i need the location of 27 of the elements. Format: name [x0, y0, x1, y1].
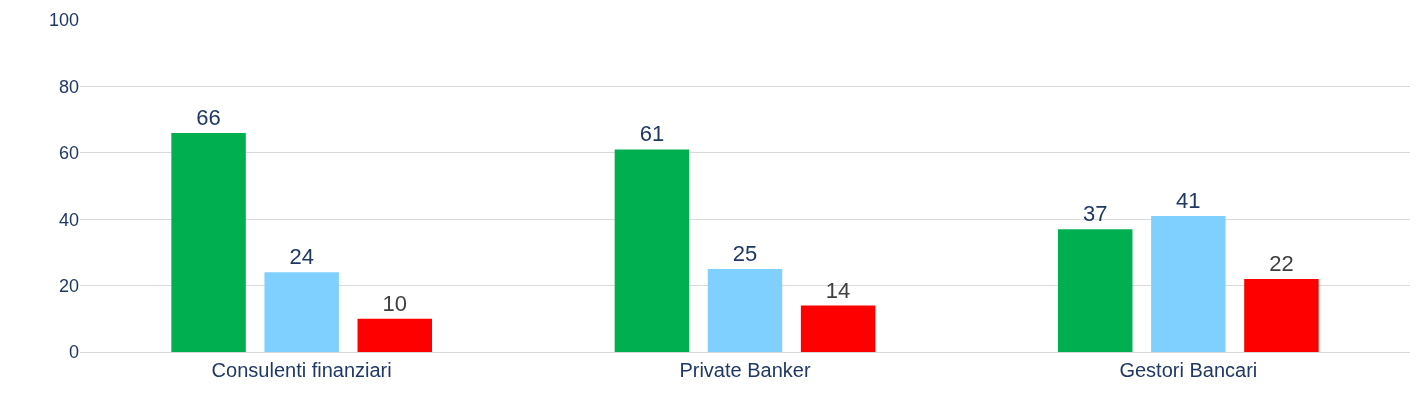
data-label: 22 — [1269, 250, 1294, 276]
y-tick-label: 0 — [68, 342, 79, 363]
x-tick-label: Consulenti finanziari — [211, 359, 392, 381]
bar — [1057, 229, 1133, 352]
bar — [1244, 278, 1319, 352]
data-label: 25 — [732, 241, 758, 266]
bar — [614, 149, 690, 352]
data-label: 14 — [825, 277, 851, 303]
y-tick-label: 40 — [58, 209, 79, 230]
x-tick-label: Private Banker — [679, 359, 811, 381]
y-tick-label: 100 — [48, 10, 79, 31]
bar — [1151, 215, 1226, 352]
data-label: 10 — [382, 290, 408, 316]
data-label: 61 — [639, 121, 665, 147]
data-label: 66 — [196, 104, 221, 130]
data-label: 37 — [1082, 201, 1108, 227]
bar — [264, 272, 339, 352]
x-tick-label: Gestori Bancari — [1119, 359, 1258, 381]
bar — [707, 269, 783, 352]
bar — [171, 132, 246, 352]
y-tick-label: 20 — [58, 275, 79, 296]
bar — [800, 305, 876, 352]
data-label: 41 — [1176, 187, 1201, 213]
bar — [357, 318, 433, 352]
data-label: 24 — [289, 244, 314, 270]
y-tick-label: 80 — [58, 76, 79, 97]
y-tick-label: 60 — [58, 143, 79, 164]
